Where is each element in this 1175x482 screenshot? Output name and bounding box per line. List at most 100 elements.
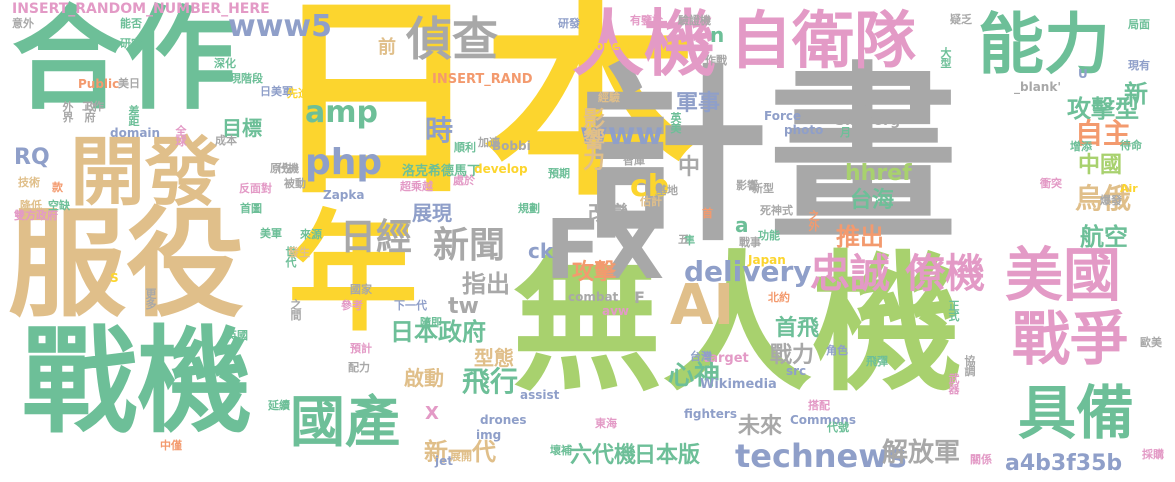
- word: develop: [474, 163, 528, 175]
- word: 死神式: [760, 205, 793, 216]
- word: 超乘越: [400, 181, 433, 192]
- word: 首飛: [775, 318, 819, 340]
- word: 飛彈: [866, 356, 888, 367]
- word: INSERT_RANDOM_NUMBER_HERE: [12, 2, 270, 16]
- word: 次: [855, 96, 866, 107]
- word: avw: [602, 305, 629, 317]
- word: 新型: [752, 183, 774, 194]
- word: fighters: [684, 408, 737, 420]
- word: 中僅: [160, 440, 182, 451]
- word: 服役: [8, 205, 244, 323]
- word: 參考: [341, 300, 363, 311]
- word: 代號: [827, 422, 849, 433]
- word: 推出: [836, 225, 884, 249]
- word: domain: [110, 127, 160, 139]
- word: 解放軍: [882, 440, 960, 466]
- word: 新聞: [433, 228, 505, 264]
- word: 差距: [128, 105, 139, 126]
- word: 角色: [826, 345, 848, 356]
- word: img: [476, 429, 501, 441]
- word: 代機: [277, 163, 299, 174]
- word: 款: [52, 182, 63, 193]
- word: 關係: [970, 454, 992, 465]
- word: 研究: [120, 38, 142, 49]
- word: 空缺: [48, 200, 70, 211]
- word: assist: [520, 389, 559, 401]
- word: 工作: [82, 101, 104, 112]
- word: 功能: [758, 230, 780, 241]
- word: 之外: [808, 210, 819, 231]
- word: 能力: [978, 12, 1110, 78]
- word: 增添: [1070, 141, 1092, 152]
- word: ck: [528, 241, 553, 261]
- word: 外界: [62, 101, 73, 122]
- word: 國產: [290, 395, 400, 450]
- word: _blank': [1014, 81, 1061, 93]
- word: 技術: [18, 177, 40, 188]
- word: 協調: [964, 355, 975, 376]
- word: 待命: [1120, 140, 1142, 151]
- word: 中: [678, 157, 700, 179]
- word: 首圖: [240, 203, 262, 214]
- word: U: [1078, 68, 1088, 80]
- word: 反面對: [239, 183, 272, 194]
- word: 首: [702, 208, 713, 219]
- word: 衝突: [1040, 178, 1062, 189]
- word: 戰爭: [1012, 310, 1128, 368]
- word: 改變: [588, 203, 628, 223]
- word: 估計: [640, 196, 662, 207]
- word: 自衛隊: [730, 10, 916, 72]
- word: 攻擊: [572, 262, 616, 284]
- word: 正式: [948, 300, 959, 321]
- word: 東海: [595, 418, 617, 429]
- word: amp: [305, 98, 378, 128]
- word: 指出: [462, 272, 510, 296]
- word: 搭配: [808, 400, 830, 411]
- word: 之間: [290, 299, 301, 320]
- word: 局面: [1128, 19, 1150, 30]
- word: 壞補: [550, 445, 572, 456]
- word: 深化: [214, 58, 236, 69]
- word: 北約: [768, 292, 790, 303]
- word: 英國: [226, 330, 248, 341]
- word: 英美: [670, 112, 681, 133]
- word: 飛行: [462, 368, 518, 396]
- word: 大型: [940, 47, 951, 68]
- word: 規劃: [518, 203, 540, 214]
- word: 僚機: [905, 254, 985, 294]
- word: 美國: [1005, 246, 1121, 304]
- word: S: [110, 272, 119, 284]
- word: 影響力: [580, 107, 602, 170]
- word: 基地: [656, 185, 678, 196]
- word: 先進: [287, 88, 309, 99]
- word: hhref: [845, 163, 912, 185]
- word: 軍事: [676, 93, 720, 115]
- word: 歐美: [1140, 337, 1162, 348]
- word: 研發: [558, 18, 580, 29]
- word: tw: [448, 296, 479, 318]
- word: INSERT_RAND: [432, 73, 533, 86]
- word: 有鑒於: [630, 15, 663, 26]
- word: 能否: [120, 18, 142, 29]
- word: 全球: [175, 125, 186, 146]
- word: 武器: [948, 373, 959, 394]
- word: 前: [376, 37, 394, 54]
- word: a4b3f35b: [1005, 453, 1122, 475]
- word: 意外: [12, 18, 34, 29]
- word: 國家: [350, 284, 372, 295]
- word: 智庫: [623, 155, 645, 166]
- word: 月: [840, 127, 851, 138]
- word: 美軍: [260, 228, 282, 239]
- word: 現有: [1128, 60, 1150, 71]
- word: 作戰: [705, 55, 727, 66]
- word: 被動: [284, 178, 306, 189]
- word: 成本: [215, 135, 237, 146]
- word: 配力: [348, 362, 370, 373]
- word: Japan: [748, 254, 786, 266]
- word: n: [710, 25, 724, 45]
- word: 航空: [1080, 225, 1128, 249]
- word: 更多: [145, 288, 156, 309]
- word: php: [305, 145, 382, 181]
- word: 台海: [850, 190, 894, 212]
- word: 新: [1124, 82, 1148, 106]
